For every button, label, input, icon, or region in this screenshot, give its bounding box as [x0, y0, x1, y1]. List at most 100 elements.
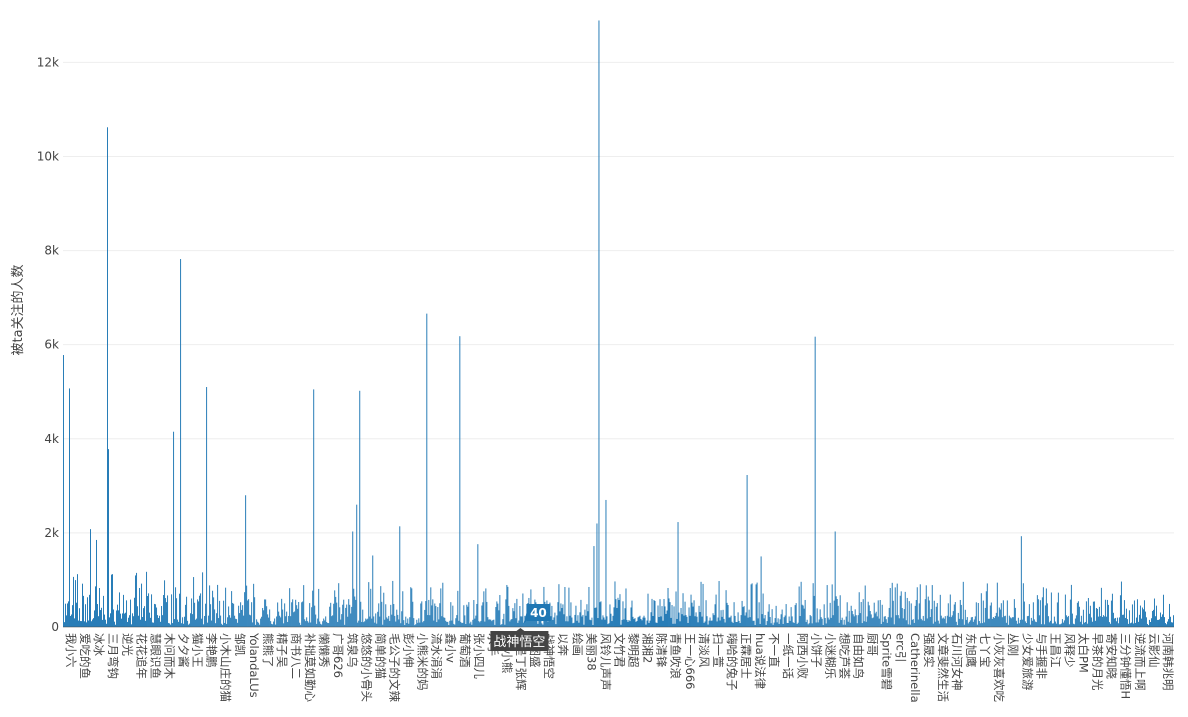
bar[interactable]	[569, 615, 571, 627]
bar[interactable]	[547, 621, 549, 627]
bar[interactable]	[503, 613, 505, 627]
bar[interactable]	[651, 598, 653, 627]
bar[interactable]	[591, 617, 593, 627]
bar[interactable]	[110, 613, 111, 627]
bar[interactable]	[983, 622, 985, 627]
bar[interactable]	[194, 602, 196, 627]
bar[interactable]	[852, 614, 854, 627]
bar[interactable]	[257, 621, 259, 627]
bar[interactable]	[369, 616, 371, 628]
bar[interactable]	[835, 596, 837, 627]
bar[interactable]	[1147, 625, 1149, 627]
bar[interactable]	[1150, 618, 1152, 627]
bar[interactable]	[275, 624, 277, 627]
bar[interactable]	[531, 618, 533, 627]
bar[interactable]	[437, 607, 439, 627]
bar[interactable]	[510, 619, 512, 627]
bar[interactable]	[979, 623, 981, 627]
bar[interactable]	[107, 127, 108, 627]
bar[interactable]	[216, 613, 218, 627]
bar[interactable]	[1139, 605, 1141, 627]
bar[interactable]	[423, 620, 425, 627]
bar[interactable]	[704, 621, 706, 627]
bar[interactable]	[403, 620, 405, 627]
bar[interactable]	[815, 622, 817, 627]
bar[interactable]	[951, 615, 953, 627]
bar[interactable]	[384, 619, 386, 627]
bar[interactable]	[340, 619, 342, 627]
bar[interactable]	[590, 620, 592, 627]
bar[interactable]	[184, 616, 186, 627]
bar[interactable]	[249, 614, 251, 627]
bar[interactable]	[764, 615, 766, 627]
bar[interactable]	[846, 602, 848, 627]
bar[interactable]	[78, 620, 79, 627]
bar[interactable]	[234, 615, 236, 627]
bar[interactable]	[416, 619, 418, 627]
bar[interactable]	[529, 616, 531, 627]
bar[interactable]	[642, 617, 644, 627]
bar[interactable]	[676, 618, 678, 627]
bar[interactable]	[984, 607, 986, 627]
bar[interactable]	[719, 620, 721, 627]
bar[interactable]	[1160, 616, 1162, 627]
bar[interactable]	[1065, 615, 1067, 627]
bar[interactable]	[603, 617, 605, 627]
bar[interactable]	[622, 601, 624, 627]
bar[interactable]	[712, 613, 714, 627]
bar[interactable]	[94, 610, 95, 627]
bar[interactable]	[396, 609, 398, 627]
bar[interactable]	[242, 605, 244, 627]
bar[interactable]	[870, 614, 872, 627]
bar[interactable]	[998, 607, 1000, 627]
bar[interactable]	[747, 617, 749, 627]
bar[interactable]	[1138, 614, 1140, 627]
bar[interactable]	[471, 624, 473, 627]
bar[interactable]	[693, 600, 695, 627]
bar[interactable]	[648, 622, 650, 627]
bar[interactable]	[1040, 624, 1042, 627]
bar[interactable]	[657, 605, 659, 627]
bar[interactable]	[303, 585, 305, 627]
bar[interactable]	[444, 617, 446, 627]
bar[interactable]	[351, 606, 353, 627]
bar[interactable]	[616, 607, 618, 627]
bar[interactable]	[950, 617, 952, 627]
bar[interactable]	[130, 599, 132, 627]
bar[interactable]	[482, 602, 484, 627]
bar[interactable]	[418, 618, 420, 627]
bar[interactable]	[409, 617, 411, 627]
bar[interactable]	[319, 621, 321, 627]
bar[interactable]	[940, 615, 942, 627]
bar[interactable]	[261, 616, 263, 627]
bar[interactable]	[331, 616, 333, 627]
bar[interactable]	[152, 622, 154, 627]
bar[interactable]	[691, 602, 693, 627]
bar[interactable]	[85, 604, 86, 627]
bar[interactable]	[394, 615, 396, 627]
bar[interactable]	[118, 610, 119, 627]
bar[interactable]	[583, 624, 585, 627]
bar[interactable]	[751, 583, 753, 627]
bar[interactable]	[218, 618, 220, 627]
bar[interactable]	[236, 619, 238, 627]
bar[interactable]	[410, 587, 412, 627]
bar[interactable]	[154, 603, 156, 627]
bar[interactable]	[230, 617, 232, 627]
bar[interactable]	[1129, 623, 1131, 627]
bar[interactable]	[413, 618, 415, 627]
bar[interactable]	[743, 606, 745, 627]
bar[interactable]	[397, 614, 399, 627]
bar[interactable]	[921, 620, 923, 627]
bar[interactable]	[313, 389, 315, 627]
bar[interactable]	[772, 624, 774, 627]
bar[interactable]	[857, 615, 859, 627]
bar[interactable]	[306, 617, 308, 627]
bar[interactable]	[368, 582, 370, 627]
bar[interactable]	[571, 617, 573, 627]
bar[interactable]	[392, 580, 394, 627]
bar[interactable]	[449, 620, 451, 627]
bar[interactable]	[458, 620, 460, 627]
bar[interactable]	[102, 619, 103, 627]
bar[interactable]	[372, 555, 374, 627]
